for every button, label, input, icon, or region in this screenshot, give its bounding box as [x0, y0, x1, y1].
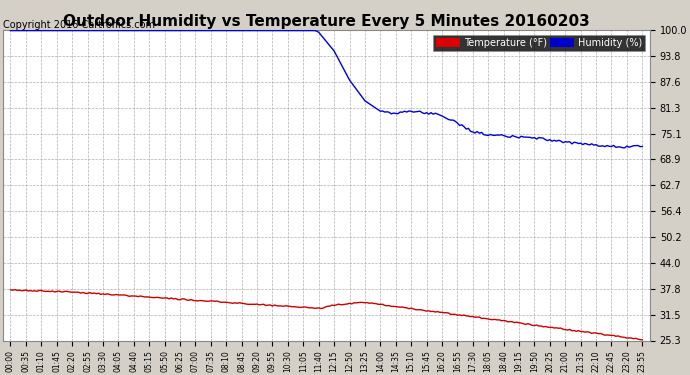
Legend: Temperature (°F), Humidity (%): Temperature (°F), Humidity (%) — [433, 35, 645, 51]
Text: Copyright 2016 Cartronics.com: Copyright 2016 Cartronics.com — [3, 20, 155, 30]
Title: Outdoor Humidity vs Temperature Every 5 Minutes 20160203: Outdoor Humidity vs Temperature Every 5 … — [63, 14, 590, 29]
